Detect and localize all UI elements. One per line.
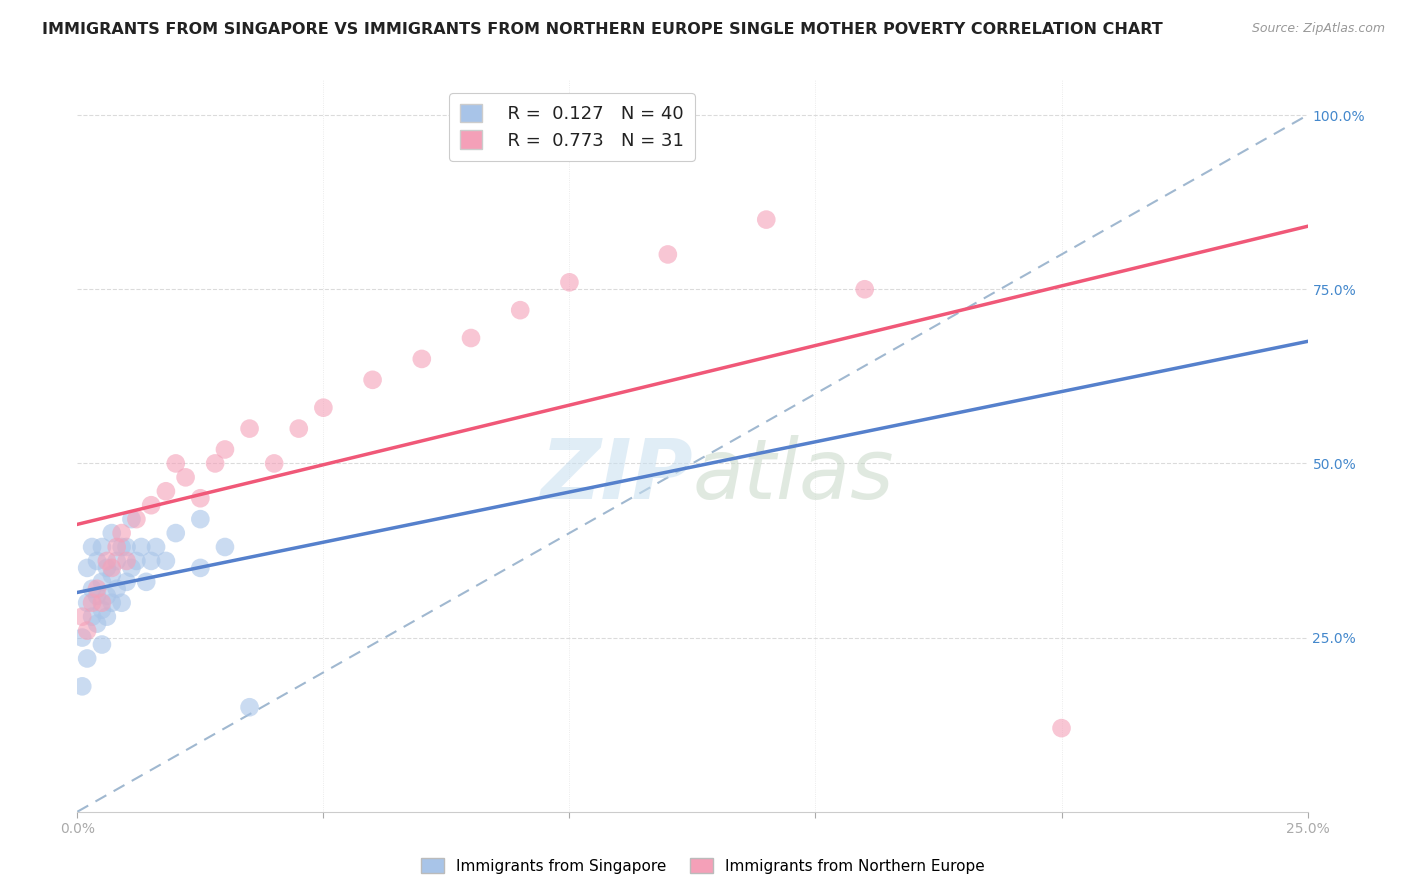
Point (90, 596, 114, 610)
Point (361, 373, 384, 387)
Point (111, 540, 132, 554)
Point (121, 512, 143, 526)
Point (411, 351, 433, 366)
Point (90, 574, 114, 589)
Point (96, 561, 118, 575)
Point (105, 540, 128, 554)
Point (76, 624, 98, 638)
Legend:   R =  0.127   N = 40,   R =  0.773   N = 31: R = 0.127 N = 40, R = 0.773 N = 31 (450, 93, 695, 161)
Point (82, 540, 104, 554)
Point (111, 526, 132, 541)
Text: IMMIGRANTS FROM SINGAPORE VS IMMIGRANTS FROM NORTHERN EUROPE SINGLE MOTHER POVER: IMMIGRANTS FROM SINGAPORE VS IMMIGRANTS … (42, 22, 1163, 37)
Point (115, 540, 138, 554)
Point (76, 561, 98, 575)
Point (70, 679, 93, 693)
Point (239, 421, 262, 435)
Point (204, 457, 226, 471)
Text: atlas: atlas (693, 434, 894, 516)
Point (509, 303, 531, 318)
Point (96, 589, 118, 603)
Point (312, 401, 335, 415)
Point (121, 561, 143, 575)
Point (145, 540, 167, 554)
Point (174, 470, 197, 484)
Point (115, 554, 138, 568)
Point (460, 331, 482, 345)
Point (125, 554, 148, 568)
Point (1050, 721, 1073, 735)
Point (111, 596, 132, 610)
Point (657, 247, 679, 261)
Point (101, 596, 124, 610)
Point (214, 540, 236, 554)
Point (755, 212, 778, 227)
Point (86, 554, 108, 568)
Point (101, 561, 124, 575)
Point (188, 512, 212, 526)
Point (70, 609, 93, 624)
Point (90, 603, 114, 617)
Point (90, 638, 114, 652)
Point (129, 540, 153, 554)
Point (155, 554, 177, 568)
Point (101, 526, 124, 541)
Point (105, 582, 128, 596)
Point (96, 554, 118, 568)
Point (86, 582, 108, 596)
Point (141, 554, 163, 568)
Point (90, 540, 114, 554)
Point (288, 421, 311, 435)
Text: Source: ZipAtlas.com: Source: ZipAtlas.com (1251, 22, 1385, 36)
Point (96, 609, 118, 624)
Point (86, 589, 108, 603)
Point (82, 596, 104, 610)
Point (86, 616, 108, 631)
Point (105, 554, 128, 568)
Point (853, 282, 876, 296)
Point (125, 512, 148, 526)
Point (165, 457, 187, 471)
Point (82, 582, 104, 596)
Point (214, 442, 236, 457)
Point (70, 631, 93, 645)
Point (101, 567, 124, 582)
Point (263, 457, 285, 471)
Point (188, 491, 212, 506)
Point (82, 609, 104, 624)
Point (239, 700, 262, 714)
Point (155, 484, 177, 499)
Point (76, 651, 98, 665)
Point (188, 561, 212, 575)
Text: ZIP: ZIP (540, 434, 693, 516)
Point (141, 498, 163, 512)
Legend: Immigrants from Singapore, Immigrants from Northern Europe: Immigrants from Singapore, Immigrants fr… (415, 852, 991, 880)
Point (135, 574, 157, 589)
Point (76, 596, 98, 610)
Point (165, 526, 187, 541)
Point (558, 275, 581, 289)
Point (115, 574, 138, 589)
